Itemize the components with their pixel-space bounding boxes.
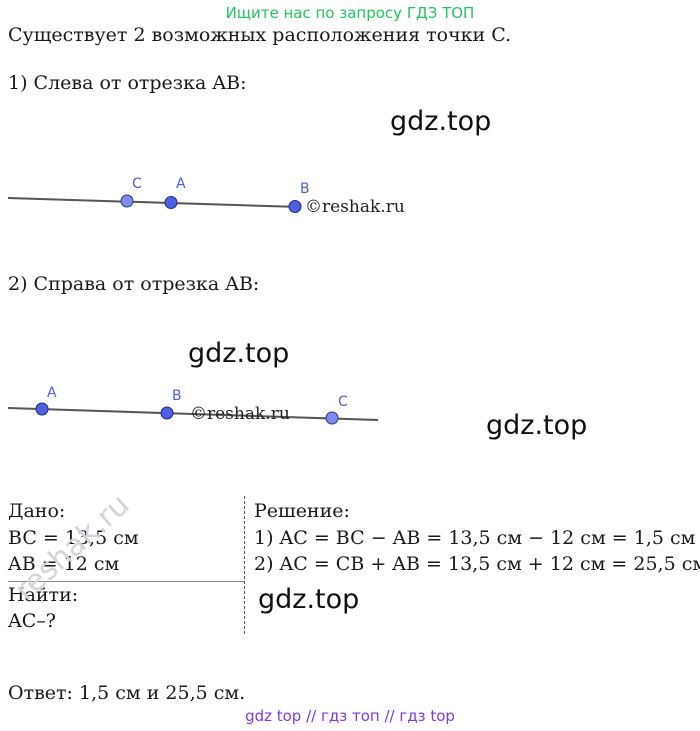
case2-point-a <box>35 402 49 416</box>
case1-point-b <box>288 200 302 213</box>
solution-line-2: 2) AC = CB + AB = 13,5 см + 12 см = 25,5… <box>254 553 700 575</box>
case2-point-b <box>160 406 174 420</box>
case2-line <box>7 407 379 421</box>
case2-label-c: C <box>338 394 348 410</box>
watermark-4: gdz.top <box>258 584 360 615</box>
case2-title: 2) Справа от отрезка AB: <box>8 273 260 295</box>
given-label: Дано: <box>8 500 66 522</box>
case1-copyright: ©reshak.ru <box>305 197 405 217</box>
case1-diagram: C A B <box>7 176 310 213</box>
case2-point-c <box>325 411 339 425</box>
case2-diagram: A B C <box>7 385 379 425</box>
given-divider <box>8 581 244 582</box>
solution-label: Решение: <box>254 500 350 522</box>
find-value: AC–? <box>8 610 56 632</box>
given-line-1: BC = 13,5 см <box>8 527 139 549</box>
case1-label-c: C <box>132 176 142 192</box>
given-solution-separator <box>244 496 245 634</box>
case2-copyright: ©reshak.ru <box>190 404 290 424</box>
case1-point-a <box>164 196 178 209</box>
top-search-link[interactable]: Ищите нас по запросу ГДЗ ТОП <box>225 4 475 22</box>
intro-text: Существует 2 возможных расположения точк… <box>8 24 512 46</box>
find-label: Найти: <box>8 584 79 606</box>
solution-line-1: 1) AC = BC − AB = 13,5 см − 12 см = 1,5 … <box>254 527 696 549</box>
case1-title: 1) Слева от отрезка AB: <box>8 72 247 94</box>
watermark-1: gdz.top <box>390 106 492 137</box>
watermark-2: gdz.top <box>188 338 290 369</box>
bottom-link[interactable]: gdz top // гдз топ // гдз top <box>245 707 455 725</box>
watermark-3: gdz.top <box>486 410 588 441</box>
case1-label-b: B <box>300 181 310 197</box>
case1-point-c <box>120 194 134 208</box>
answer-text: Ответ: 1,5 см и 25,5 см. <box>8 682 246 704</box>
case1-label-a: A <box>176 176 186 192</box>
case2-label-a: A <box>47 385 57 401</box>
given-line-2: AB = 12 см <box>8 553 120 575</box>
case2-label-b: B <box>172 388 182 404</box>
case1-line <box>7 197 301 208</box>
